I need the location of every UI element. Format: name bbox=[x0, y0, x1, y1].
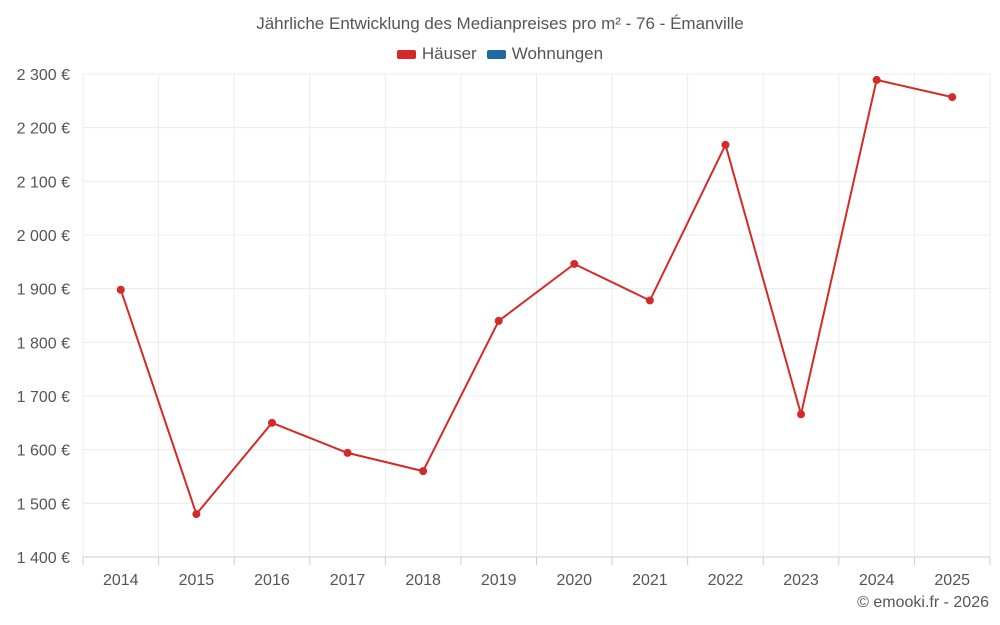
y-tick-label: 2 200 € bbox=[17, 121, 70, 138]
x-tick-label: 2020 bbox=[556, 572, 592, 589]
x-tick-label: 2017 bbox=[330, 572, 366, 589]
y-tick-label: 2 000 € bbox=[17, 228, 70, 245]
data-point bbox=[570, 260, 578, 268]
x-tick-label: 2014 bbox=[103, 572, 139, 589]
data-point bbox=[344, 449, 352, 457]
data-point bbox=[721, 141, 729, 149]
data-point bbox=[268, 419, 276, 427]
credit-text: © emooki.fr - 2026 bbox=[857, 594, 989, 612]
y-tick-label: 1 800 € bbox=[17, 335, 70, 352]
data-point bbox=[873, 76, 881, 84]
y-tick-label: 1 900 € bbox=[17, 282, 70, 299]
x-tick-label: 2018 bbox=[405, 572, 441, 589]
y-tick-label: 1 500 € bbox=[17, 496, 70, 513]
data-point bbox=[192, 510, 200, 518]
data-point bbox=[797, 410, 805, 418]
line-chart: 1 400 € 1 500 € 1 600 € 1 700 € 1 800 € 1 900… bbox=[0, 0, 1000, 625]
data-point bbox=[419, 467, 427, 475]
data-point bbox=[117, 286, 125, 294]
y-tick-label: 2 300 € bbox=[17, 67, 70, 84]
x-tick-label: 2023 bbox=[783, 572, 819, 589]
y-tick-label: 2 100 € bbox=[17, 174, 70, 191]
y-tick-label: 1 400 € bbox=[17, 550, 70, 567]
data-point bbox=[495, 317, 503, 325]
x-tick-label: 2024 bbox=[859, 572, 895, 589]
x-tick-label: 2021 bbox=[632, 572, 668, 589]
x-tick-label: 2019 bbox=[481, 572, 517, 589]
y-tick-label: 1 600 € bbox=[17, 443, 70, 460]
x-tick-label: 2015 bbox=[179, 572, 215, 589]
x-tick-label: 2025 bbox=[934, 572, 970, 589]
data-point bbox=[646, 296, 654, 304]
x-tick-label: 2022 bbox=[708, 572, 744, 589]
data-point bbox=[948, 93, 956, 101]
x-tick-label: 2016 bbox=[254, 572, 290, 589]
y-tick-label: 1 700 € bbox=[17, 389, 70, 406]
